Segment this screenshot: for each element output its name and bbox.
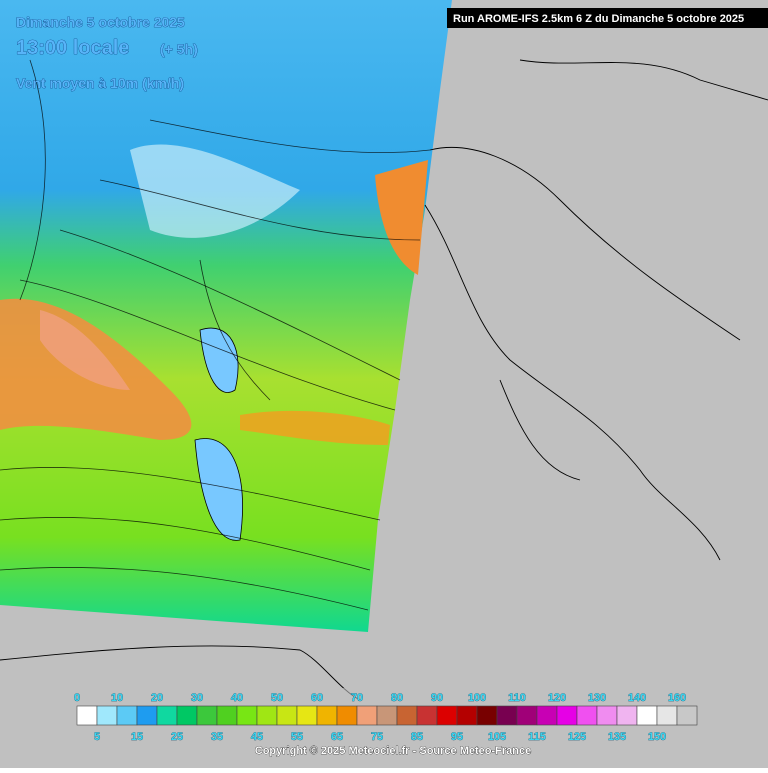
legend-label: 30 (191, 692, 203, 704)
legend-label: 75 (371, 731, 383, 743)
legend-swatch (196, 705, 218, 726)
legend-swatch (316, 705, 338, 726)
legend-swatch (216, 705, 238, 726)
legend-swatch (496, 705, 518, 726)
legend-swatch (176, 705, 198, 726)
legend-swatch (256, 705, 278, 726)
legend-swatch (576, 705, 598, 726)
legend: 0 10 20 30 40 50 60 70 80 90 100 110 120 130 140 160 5 15… (74, 692, 698, 743)
legend-label: 100 (468, 692, 486, 704)
legend-swatch (296, 705, 318, 726)
legend-label: 160 (668, 692, 686, 704)
legend-label: 5 (94, 731, 100, 743)
legend-swatch (396, 705, 418, 726)
legend-swatch (676, 705, 698, 726)
legend-swatch (556, 705, 578, 726)
wind-zone (240, 410, 390, 445)
time-label: 13:00 locale (16, 37, 129, 59)
legend-swatch (616, 705, 638, 726)
legend-label: 35 (211, 731, 223, 743)
legend-label: 125 (568, 731, 586, 743)
legend-label: 135 (608, 731, 626, 743)
legend-swatch (96, 705, 118, 726)
legend-label: 150 (648, 731, 666, 743)
run-banner-bg (447, 8, 768, 28)
legend-swatch (596, 705, 618, 726)
legend-label: 140 (628, 692, 646, 704)
legend-swatch (336, 705, 358, 726)
legend-label: 70 (351, 692, 363, 704)
legend-swatch (356, 705, 378, 726)
legend-swatch (76, 705, 98, 726)
wind-zone (40, 310, 130, 390)
legend-label: 105 (488, 731, 506, 743)
legend-area (0, 688, 768, 768)
legend-label: 85 (411, 731, 423, 743)
legend-swatch (476, 705, 498, 726)
legend-label: 65 (331, 731, 343, 743)
legend-label: 20 (151, 692, 163, 704)
legend-label: 40 (231, 692, 243, 704)
legend-swatch (236, 705, 258, 726)
legend-swatch (636, 705, 658, 726)
legend-swatch (516, 705, 538, 726)
legend-label: 130 (588, 692, 606, 704)
wind-zone (375, 160, 428, 275)
model-domain (0, 0, 452, 632)
legend-label: 110 (508, 692, 526, 704)
legend-swatch (376, 705, 398, 726)
legend-label: 10 (111, 692, 123, 704)
legend-label: 45 (251, 731, 263, 743)
wind-zone (130, 144, 300, 238)
offset-label: (+ 5h) (160, 41, 198, 57)
copyright: Copyright © 2025 Meteociel.fr - Source M… (255, 745, 531, 757)
legend-label: 80 (391, 692, 403, 704)
legend-label: 90 (431, 692, 443, 704)
legend-label: 115 (528, 731, 546, 743)
legend-label: 15 (131, 731, 143, 743)
legend-label: 25 (171, 731, 183, 743)
run-banner: Run AROME-IFS 2.5km 6 Z du Dimanche 5 oc… (453, 13, 744, 25)
legend-label: 50 (271, 692, 283, 704)
legend-swatch (456, 705, 478, 726)
legend-label: 60 (311, 692, 323, 704)
legend-swatch (656, 705, 678, 726)
legend-swatch (436, 705, 458, 726)
variable-label: Vent moyen à 10m (km/h) (16, 75, 184, 91)
legend-label: 120 (548, 692, 566, 704)
streamlines (0, 59, 431, 611)
legend-swatch (276, 705, 298, 726)
legend-swatch (416, 705, 438, 726)
legend-swatch (536, 705, 558, 726)
legend-swatch (156, 705, 178, 726)
legend-swatch (136, 705, 158, 726)
date-label: Dimanche 5 octobre 2025 (16, 14, 185, 30)
legend-swatch (116, 705, 138, 726)
legend-label: 0 (74, 692, 80, 704)
legend-label: 95 (451, 731, 463, 743)
borders (0, 59, 768, 701)
island (194, 327, 243, 541)
legend-label: 55 (291, 731, 303, 743)
